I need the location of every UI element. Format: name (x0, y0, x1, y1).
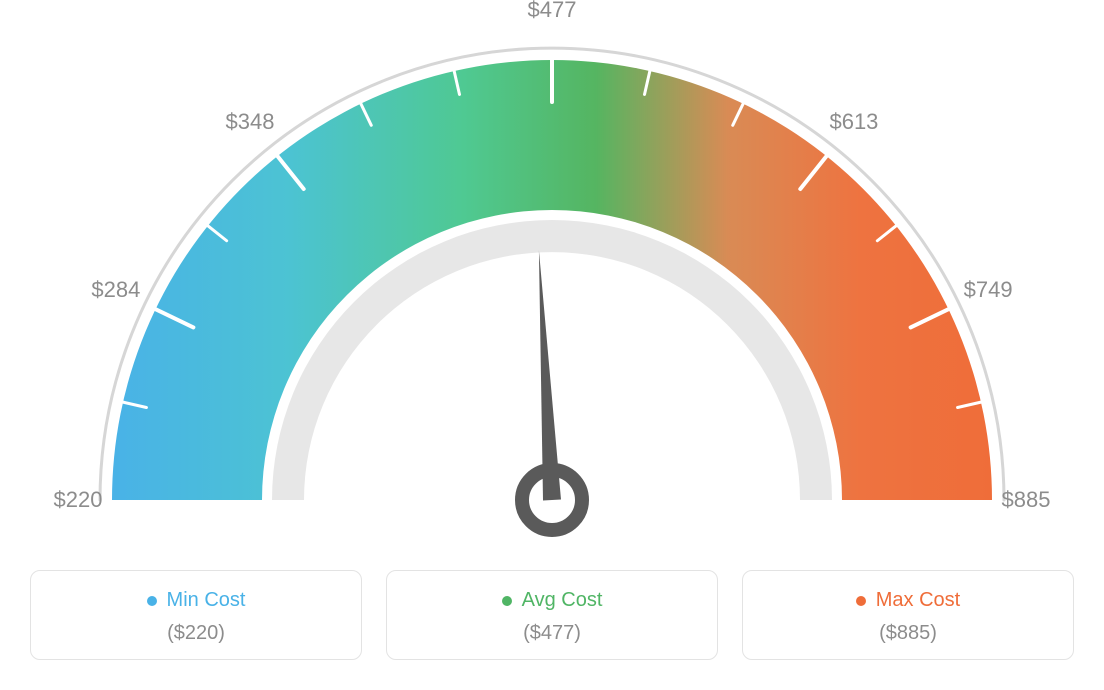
gauge-tick-label: $477 (528, 0, 577, 23)
gauge-chart-container: { "gauge": { "type": "gauge", "cx": 552,… (0, 0, 1104, 690)
card-min-cost: Min Cost ($220) (30, 570, 362, 660)
legend-row: Min Cost ($220) Avg Cost ($477) Max Cost… (30, 570, 1074, 660)
card-avg-title-row: Avg Cost (502, 589, 603, 612)
dot-min (147, 596, 157, 606)
card-min-title-row: Min Cost (147, 589, 246, 612)
card-min-value: ($220) (41, 622, 351, 645)
gauge-tick-label: $885 (1002, 487, 1051, 513)
card-max-title: Max Cost (876, 589, 960, 612)
card-avg-title: Avg Cost (522, 589, 603, 612)
card-avg-value: ($477) (397, 622, 707, 645)
dot-avg (502, 596, 512, 606)
dot-max (856, 596, 866, 606)
card-max-title-row: Max Cost (856, 589, 960, 612)
gauge-tick-label: $284 (91, 277, 140, 303)
gauge-tick-label: $613 (829, 109, 878, 135)
card-max-cost: Max Cost ($885) (742, 570, 1074, 660)
card-max-value: ($885) (753, 622, 1063, 645)
gauge-area: $220 $284 $348 $477 $613 $749 $885 (0, 0, 1104, 560)
gauge-tick-label: $749 (964, 277, 1013, 303)
card-min-title: Min Cost (167, 589, 246, 612)
gauge-tick-label: $220 (54, 487, 103, 513)
gauge-svg (0, 0, 1104, 560)
gauge-tick-label: $348 (226, 109, 275, 135)
card-avg-cost: Avg Cost ($477) (386, 570, 718, 660)
